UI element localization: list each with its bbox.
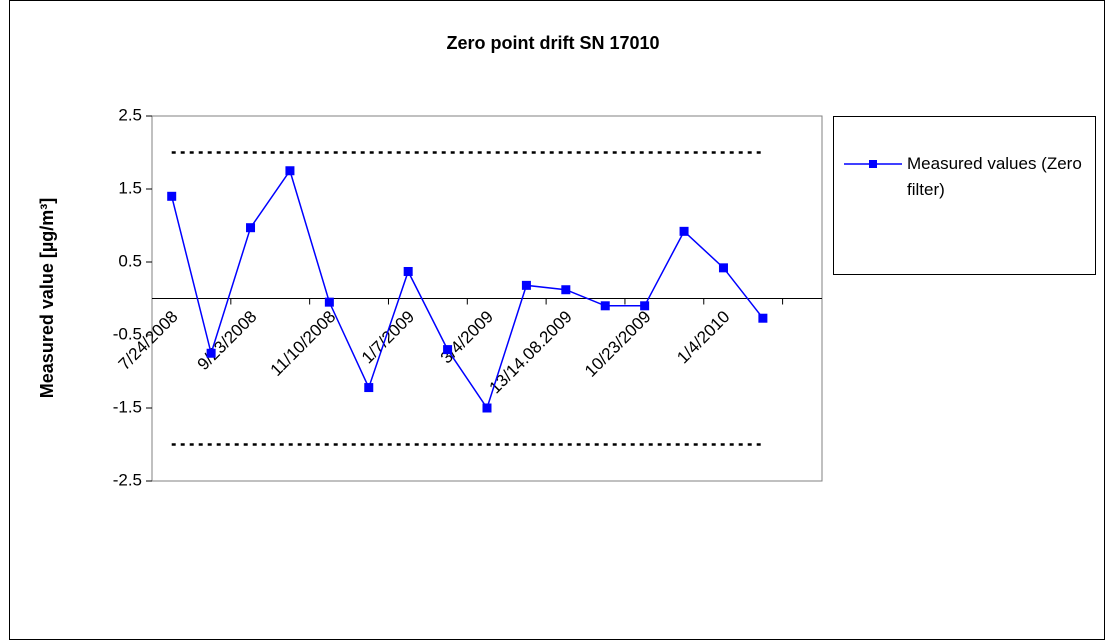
y-axis-label: Measured value [µg/m³] — [37, 198, 57, 398]
x-tick-label: 10/23/2009 — [581, 307, 655, 381]
x-tick-label: 1/7/2009 — [358, 307, 418, 367]
marker — [680, 227, 689, 236]
chart-title: Zero point drift SN 17010 — [446, 33, 659, 53]
y-tick-label: -2.5 — [113, 470, 142, 489]
chart: Zero point drift SN 17010 Measured value… — [0, 0, 1107, 621]
marker — [758, 314, 767, 323]
marker — [404, 267, 413, 276]
marker — [285, 166, 294, 175]
marker — [719, 263, 728, 272]
marker — [640, 301, 649, 310]
legend-marker — [869, 160, 877, 168]
legend: Measured values (Zero filter) — [833, 116, 1096, 275]
y-tick-label: 0.5 — [118, 251, 142, 270]
legend-label: Measured values (Zero filter) — [907, 151, 1087, 203]
marker — [522, 281, 531, 290]
y-tick-label: 1.5 — [118, 178, 142, 197]
x-tick-label: 9/23/2008 — [194, 307, 261, 374]
marker — [364, 383, 373, 392]
marker — [483, 404, 492, 413]
x-tick-label: 1/4/2010 — [673, 307, 733, 367]
series-line — [172, 171, 763, 408]
legend-key — [844, 139, 914, 199]
marker — [207, 349, 216, 358]
x-tick-label: 11/10/2008 — [267, 307, 340, 380]
marker — [325, 298, 334, 307]
marker — [443, 345, 452, 354]
y-tick-label: -1.5 — [113, 397, 142, 416]
x-tick-label: 13/14.08.2009 — [486, 307, 576, 397]
marker — [167, 192, 176, 201]
page: Zero point drift SN 17010 Measured value… — [0, 0, 1107, 621]
marker — [601, 301, 610, 310]
y-tick-label: 2.5 — [118, 105, 142, 124]
marker — [246, 223, 255, 232]
marker — [561, 285, 570, 294]
x-tick-label: 3/4/2009 — [437, 307, 497, 367]
